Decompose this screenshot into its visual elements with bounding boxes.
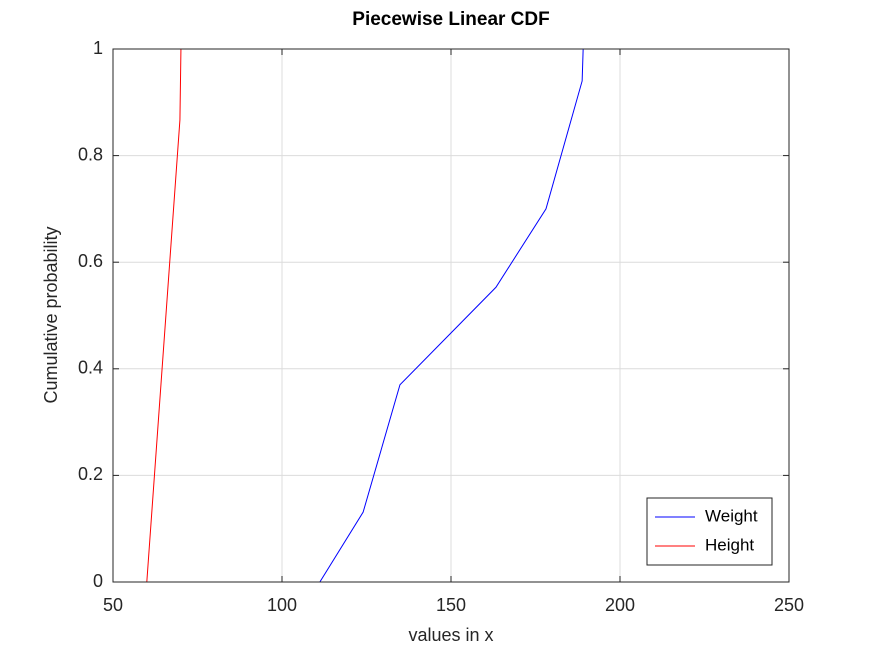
x-axis-label: values in x <box>408 625 493 645</box>
x-tick-label: 50 <box>103 595 123 615</box>
y-tick-label: 0 <box>93 571 103 591</box>
y-tick-label: 0.2 <box>78 464 103 484</box>
chart-title: Piecewise Linear CDF <box>352 9 549 30</box>
series-line <box>113 48 789 583</box>
x-tick-label: 250 <box>774 595 804 615</box>
legend: Weight Height <box>646 497 773 566</box>
x-tick-label: 200 <box>605 595 635 615</box>
x-tick-label: 150 <box>436 595 466 615</box>
legend-box <box>646 497 773 566</box>
legend-label: Height <box>705 535 754 554</box>
y-tick-label: 0.8 <box>78 144 103 164</box>
y-tick-label: 0.4 <box>78 358 103 378</box>
legend-label: Weight <box>705 506 758 525</box>
y-tick-label: 1 <box>93 38 103 58</box>
y-axis-label: Cumulative probability <box>41 226 61 403</box>
x-tick-label: 100 <box>267 595 297 615</box>
y-tick-label: 0.6 <box>78 251 103 271</box>
ticks: 50 100 150 200 250 0 0.2 0.4 0.6 0.8 1 <box>78 38 804 615</box>
